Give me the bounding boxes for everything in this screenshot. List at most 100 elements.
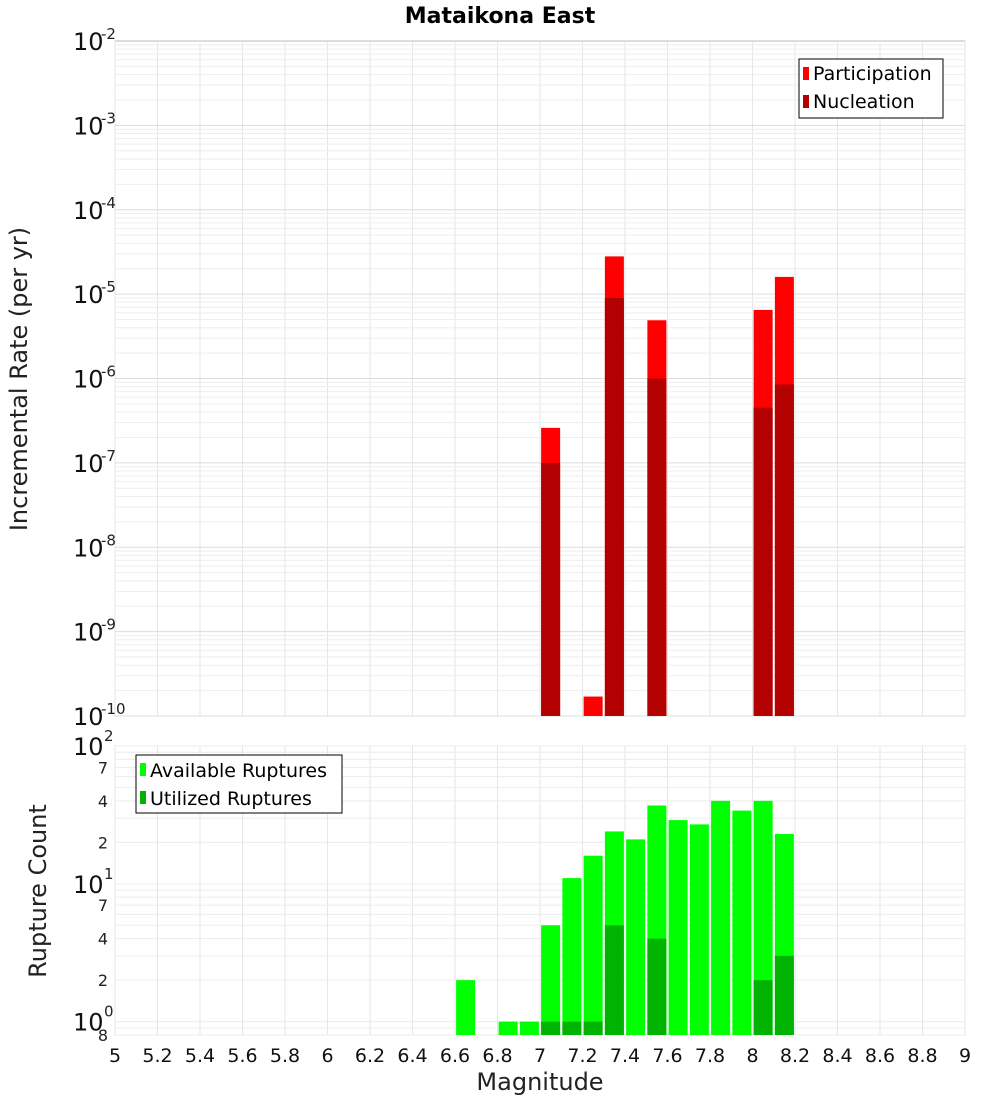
rate-y-tick-base: 10 <box>73 28 104 56</box>
utilized-ruptures-bar <box>562 1021 582 1035</box>
available-ruptures-bar <box>541 925 561 1035</box>
count-y-minor-tick: 7 <box>98 896 108 915</box>
count-y-tick-base: 10 <box>73 871 104 899</box>
x-tick-label: 5.4 <box>185 1045 215 1067</box>
x-tick-label: 5.8 <box>270 1045 300 1067</box>
rate-y-tick-exponent: -8 <box>101 531 116 549</box>
count-y-axis-label: Rupture Count <box>24 804 52 978</box>
rate-y-tick-exponent: -9 <box>101 616 116 634</box>
count-y-minor-tick: 7 <box>98 758 108 777</box>
x-tick-label: 7.4 <box>610 1045 640 1067</box>
x-tick-label: 6 <box>321 1045 333 1067</box>
available-ruptures-bar <box>689 824 709 1035</box>
rate-y-tick-base: 10 <box>73 619 104 647</box>
count-y-minor-tick: 8 <box>98 1026 108 1045</box>
participation-legend-label: Participation <box>813 63 932 85</box>
rate-bars <box>541 256 794 716</box>
count-y-tick-base: 10 <box>73 733 104 761</box>
count-y-tick-exponent: 0 <box>104 1003 114 1021</box>
rate-y-tick-exponent: -5 <box>101 278 116 296</box>
x-tick-label: 8.8 <box>907 1045 937 1067</box>
participation-bar <box>583 696 603 716</box>
rate-y-tick-base: 10 <box>73 450 104 478</box>
available-ruptures-bar <box>519 1021 539 1035</box>
available-ruptures-bar <box>732 810 752 1035</box>
x-axis-label: Magnitude <box>476 1068 603 1096</box>
x-tick-label: 6.6 <box>440 1045 470 1067</box>
rate-y-axis-label: Incremental Rate (per yr) <box>5 227 33 531</box>
available-ruptures-bar <box>711 800 731 1035</box>
nucleation-bar <box>753 407 773 716</box>
available-ruptures-bar <box>456 980 476 1035</box>
utilized-ruptures-bar <box>604 925 624 1035</box>
available-ruptures-bar <box>583 855 603 1035</box>
rate-legend-box <box>798 58 944 119</box>
available-ruptures-bar <box>753 800 773 1035</box>
participation-legend-swatch <box>803 67 809 80</box>
chart-title: Mataikona East <box>405 4 596 29</box>
rate-panel: 10-210-310-410-510-610-710-810-910-10 In… <box>5 25 966 731</box>
rate-y-tick-exponent: -2 <box>101 25 116 43</box>
rate-y-tick-exponent: -4 <box>101 194 116 212</box>
x-tick-label: 5.2 <box>142 1045 172 1067</box>
utilized-ruptures-bar <box>647 938 667 1035</box>
rate-y-tick-exponent: -6 <box>101 363 116 381</box>
count-y-tick-base: 10 <box>73 1009 104 1037</box>
count-legend-box <box>135 754 343 814</box>
rate-y-tick-exponent: -10 <box>101 700 126 718</box>
available-legend-label: Available Ruptures <box>150 760 327 782</box>
x-tick-label: 5.6 <box>227 1045 257 1067</box>
x-tick-label: 6.2 <box>355 1045 385 1067</box>
count-y-minor-tick: 2 <box>98 833 108 852</box>
count-y-tick-exponent: 1 <box>104 865 114 883</box>
count-bars <box>456 800 794 1035</box>
utilized-ruptures-bar <box>583 1021 603 1035</box>
nucleation-bar <box>647 378 667 716</box>
utilized-legend-swatch <box>140 791 146 804</box>
rate-y-tick-base: 10 <box>73 197 104 225</box>
rate-legend: Participation Nucleation <box>798 58 944 119</box>
x-tick-label: 6.4 <box>397 1045 427 1067</box>
available-legend-swatch <box>140 763 146 776</box>
nucleation-bar <box>541 462 561 716</box>
x-tick-label: 8 <box>746 1045 758 1067</box>
rate-y-tick-exponent: -3 <box>101 109 116 127</box>
available-ruptures-bar <box>562 878 582 1035</box>
x-tick-label: 6.8 <box>482 1045 512 1067</box>
utilized-ruptures-bar <box>541 1021 561 1035</box>
x-tick-label: 8.2 <box>780 1045 810 1067</box>
count-y-tick-exponent: 2 <box>104 727 114 745</box>
rate-y-tick-base: 10 <box>73 703 104 731</box>
available-ruptures-bar <box>626 839 646 1035</box>
count-y-minor-tick: 4 <box>98 930 108 949</box>
x-tick-label: 7.6 <box>652 1045 682 1067</box>
rate-y-ticks: 10-210-310-410-510-610-710-810-910-10 <box>73 25 126 731</box>
count-grid <box>114 745 966 1036</box>
utilized-legend-label: Utilized Ruptures <box>150 788 312 810</box>
available-ruptures-bar <box>498 1021 518 1035</box>
nucleation-bar <box>774 384 794 716</box>
x-tick-label: 7.8 <box>695 1045 725 1067</box>
x-tick-label: 7 <box>534 1045 546 1067</box>
rate-y-tick-base: 10 <box>73 112 104 140</box>
rate-grid <box>114 41 966 717</box>
nucleation-legend-label: Nucleation <box>813 91 915 113</box>
rate-y-tick-base: 10 <box>73 366 104 394</box>
x-tick-label: 8.4 <box>822 1045 852 1067</box>
rate-y-tick-base: 10 <box>73 534 104 562</box>
rate-y-tick-exponent: -7 <box>101 447 116 465</box>
nucleation-legend-swatch <box>803 95 809 108</box>
nucleation-bar <box>604 297 624 716</box>
count-legend: Available Ruptures Utilized Ruptures <box>135 754 343 814</box>
count-y-minor-tick: 2 <box>98 971 108 990</box>
x-tick-label: 8.6 <box>865 1045 895 1067</box>
count-y-minor-tick: 4 <box>98 792 108 811</box>
rate-y-tick-base: 10 <box>73 281 104 309</box>
x-tick-label: 7.2 <box>567 1045 597 1067</box>
available-ruptures-bar <box>668 820 688 1035</box>
utilized-ruptures-bar <box>753 980 773 1035</box>
utilized-ruptures-bar <box>774 955 794 1035</box>
